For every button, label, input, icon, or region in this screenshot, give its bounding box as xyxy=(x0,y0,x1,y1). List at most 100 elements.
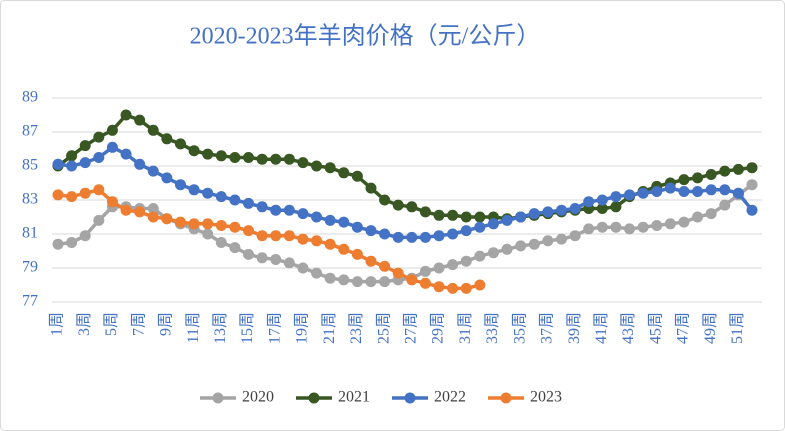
legend-label: 2021 xyxy=(338,389,370,406)
point xyxy=(283,153,295,165)
point xyxy=(379,260,391,272)
point xyxy=(406,201,418,213)
x-tick-label: 17周 xyxy=(266,312,283,344)
point xyxy=(379,194,391,206)
point xyxy=(297,208,309,220)
point xyxy=(569,230,581,242)
point xyxy=(338,167,350,179)
point xyxy=(270,230,282,242)
point xyxy=(732,163,744,175)
point xyxy=(460,255,472,267)
point xyxy=(324,162,336,174)
point xyxy=(447,228,459,240)
y-tick-label: 77 xyxy=(22,293,38,310)
x-tick-label: 21周 xyxy=(321,312,338,344)
point xyxy=(365,255,377,267)
point xyxy=(229,242,241,254)
x-tick-label: 25周 xyxy=(375,312,392,344)
point xyxy=(256,252,268,264)
point xyxy=(678,216,690,228)
y-tick-label: 87 xyxy=(22,123,38,140)
point xyxy=(528,208,540,220)
point xyxy=(202,148,214,160)
point xyxy=(732,187,744,199)
point xyxy=(379,228,391,240)
point xyxy=(311,211,323,223)
point xyxy=(419,206,431,218)
point xyxy=(311,267,323,279)
point xyxy=(202,228,214,240)
point xyxy=(419,277,431,289)
x-tick-label: 5周 xyxy=(103,312,120,336)
point xyxy=(93,152,105,163)
legend-marker xyxy=(404,392,416,404)
point xyxy=(487,247,499,259)
point xyxy=(678,186,690,197)
x-tick-label: 37周 xyxy=(539,312,556,344)
point xyxy=(161,172,173,184)
point xyxy=(610,191,622,203)
point xyxy=(419,265,431,277)
point xyxy=(106,124,118,136)
point xyxy=(460,282,472,294)
point xyxy=(188,218,200,230)
point xyxy=(651,186,663,197)
point xyxy=(351,170,363,182)
legend-marker xyxy=(308,392,320,404)
point xyxy=(52,158,64,170)
point xyxy=(161,133,173,145)
x-tick-label: 31周 xyxy=(457,312,474,344)
point xyxy=(664,182,676,194)
point xyxy=(256,153,268,165)
point xyxy=(161,213,173,225)
point xyxy=(174,179,186,191)
point xyxy=(79,230,91,242)
point xyxy=(719,184,731,196)
point xyxy=(474,279,486,291)
point xyxy=(392,231,404,243)
point xyxy=(392,267,404,279)
point xyxy=(365,182,377,194)
point xyxy=(692,211,704,223)
point xyxy=(637,187,649,199)
legend-marker xyxy=(212,392,224,404)
point xyxy=(365,276,377,288)
x-tick-label: 43周 xyxy=(620,312,637,344)
point xyxy=(624,189,636,201)
point xyxy=(406,231,418,243)
point xyxy=(243,152,255,163)
point xyxy=(379,276,391,288)
x-tick-label: 7周 xyxy=(130,312,147,336)
point xyxy=(147,124,159,136)
x-tick-label: 51周 xyxy=(729,312,746,344)
y-tick-label: 79 xyxy=(22,259,38,276)
point xyxy=(106,196,118,208)
point xyxy=(243,248,255,260)
x-tick-label: 29周 xyxy=(430,312,447,344)
point xyxy=(515,211,527,223)
point xyxy=(134,206,146,218)
point xyxy=(705,184,717,196)
point xyxy=(406,274,418,286)
point xyxy=(419,231,431,243)
x-tick-label: 23周 xyxy=(348,312,365,344)
point xyxy=(324,238,336,250)
x-tick-label: 33周 xyxy=(484,312,501,344)
point xyxy=(705,169,717,180)
point xyxy=(297,233,309,245)
point xyxy=(229,194,241,206)
point xyxy=(474,211,486,223)
point xyxy=(93,184,105,196)
x-tick-label: 19周 xyxy=(294,312,311,344)
point xyxy=(637,221,649,233)
point xyxy=(52,189,64,201)
point xyxy=(351,276,363,288)
point xyxy=(474,221,486,233)
point xyxy=(283,204,295,216)
point xyxy=(351,221,363,233)
point xyxy=(569,203,581,214)
point xyxy=(147,165,159,177)
y-tick-label: 85 xyxy=(22,157,38,174)
x-tick-label: 3周 xyxy=(76,312,93,336)
